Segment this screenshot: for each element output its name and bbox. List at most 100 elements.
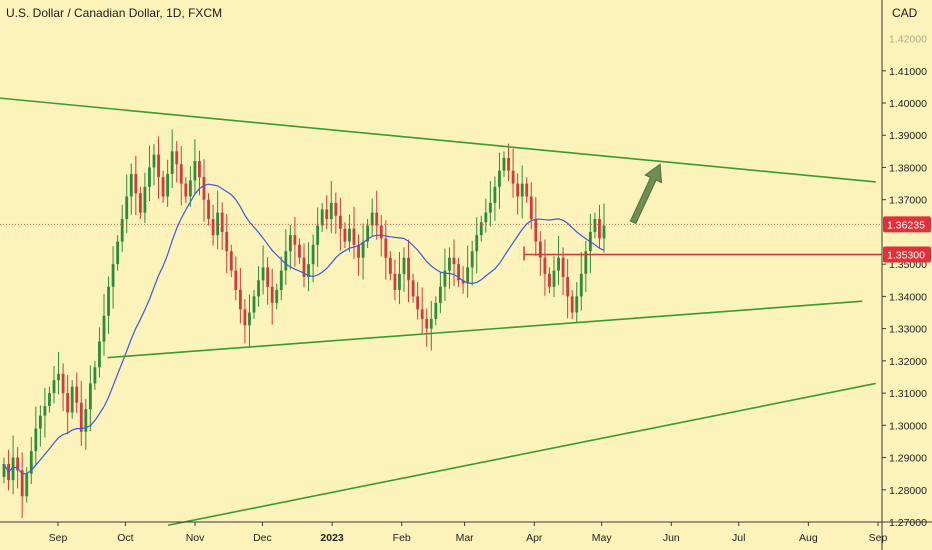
candle — [588, 213, 592, 274]
candle — [343, 222, 347, 249]
candle — [329, 181, 333, 234]
candle — [252, 289, 256, 319]
candle — [416, 282, 420, 320]
candle-body — [98, 341, 101, 368]
candle-body — [302, 257, 306, 278]
price-tick-label: 1.31000 — [889, 388, 927, 400]
candle-body — [148, 167, 151, 187]
candle-body — [79, 402, 83, 432]
candle-body — [566, 277, 570, 297]
candle — [529, 182, 533, 230]
candle-body — [166, 173, 170, 197]
candle — [461, 266, 465, 294]
moving-average-line — [3, 183, 605, 475]
candle — [61, 363, 65, 412]
candle — [520, 165, 524, 219]
candle-body — [248, 312, 251, 326]
candle — [507, 143, 510, 182]
candle-body — [511, 170, 515, 184]
trendline-upper-resistance[interactable] — [0, 93, 876, 183]
candle-body — [238, 289, 242, 310]
candle — [179, 146, 183, 206]
candle-body — [125, 196, 129, 220]
time-tick-label: Jun — [663, 532, 680, 544]
candle — [238, 268, 242, 324]
candle — [34, 406, 38, 466]
candle — [452, 239, 456, 287]
candle-body — [466, 267, 470, 284]
candle-body — [448, 257, 451, 271]
candle-body — [429, 318, 433, 329]
candle-body — [70, 386, 74, 413]
candle — [157, 136, 160, 200]
candle — [84, 398, 88, 450]
candle — [593, 212, 597, 239]
candle-body — [243, 309, 247, 326]
candle-body — [352, 228, 356, 245]
up-arrow-annotation[interactable] — [629, 163, 663, 225]
candle — [2, 457, 6, 484]
candle-body — [488, 202, 492, 213]
candle — [29, 436, 33, 484]
time-tick-label: Mar — [456, 532, 475, 544]
candle — [516, 173, 520, 215]
candle-body — [548, 273, 551, 287]
candle — [534, 197, 538, 256]
candle — [275, 283, 279, 310]
candle — [429, 300, 433, 351]
candle — [134, 155, 138, 216]
candle — [407, 239, 410, 303]
candle — [148, 145, 151, 201]
price-tick-label: 1.40000 — [889, 98, 927, 110]
candle-body — [316, 225, 320, 245]
candle-body — [198, 161, 201, 178]
candle-body — [229, 251, 233, 271]
price-tick-label: 1.28000 — [889, 485, 927, 497]
candle — [307, 242, 310, 292]
candle-body — [520, 183, 524, 197]
candle — [198, 150, 201, 196]
candle-body — [598, 219, 601, 239]
candle — [488, 181, 492, 227]
candle — [434, 296, 438, 326]
candle-body — [398, 273, 401, 290]
candle-body — [34, 428, 38, 452]
time-tick-label: 2023 — [320, 532, 344, 544]
price-tick-label: 1.34000 — [889, 291, 927, 303]
trendline-middle-support[interactable] — [107, 300, 863, 359]
trendline-lower-support[interactable] — [167, 382, 876, 527]
time-axis: Sep Oct Nov Dec 2023 Feb Mar Apr May Jun Jul Aug Sep — [0, 521, 932, 544]
candle — [52, 366, 56, 404]
candle — [211, 204, 215, 246]
candle-body — [225, 231, 229, 252]
candle-body — [593, 219, 597, 232]
price-tag-box — [883, 246, 931, 263]
candle-body — [370, 212, 374, 226]
candle-body — [361, 241, 365, 258]
candle — [216, 190, 220, 250]
candle-body — [416, 296, 420, 310]
candle-body — [143, 186, 147, 213]
candle — [243, 298, 247, 344]
candle-body — [602, 225, 606, 239]
candle-body — [75, 386, 79, 403]
candle-body — [584, 251, 588, 274]
candle — [438, 272, 442, 314]
candle-body — [66, 393, 70, 413]
candle-body — [25, 473, 29, 497]
candle-body — [575, 296, 579, 313]
candle — [270, 268, 274, 325]
candle-body — [184, 183, 188, 197]
candle-body — [484, 212, 488, 223]
candle-body — [534, 219, 538, 242]
time-tick-label: Aug — [799, 532, 818, 544]
candle-body — [507, 157, 510, 171]
candle-body — [157, 154, 160, 178]
candle — [266, 257, 270, 305]
candle-body — [434, 302, 438, 319]
candle-body — [93, 367, 97, 384]
candle — [161, 170, 165, 203]
candle — [602, 203, 606, 253]
candle-body — [38, 415, 42, 429]
